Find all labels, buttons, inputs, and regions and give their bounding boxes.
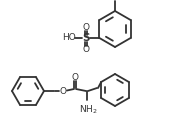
Text: O: O [83, 44, 90, 54]
Text: HO: HO [62, 34, 76, 42]
Text: O: O [60, 87, 66, 96]
Text: S: S [83, 33, 90, 43]
Text: O: O [72, 73, 78, 83]
Text: O: O [83, 23, 90, 32]
Text: NH$_2$: NH$_2$ [79, 103, 97, 116]
